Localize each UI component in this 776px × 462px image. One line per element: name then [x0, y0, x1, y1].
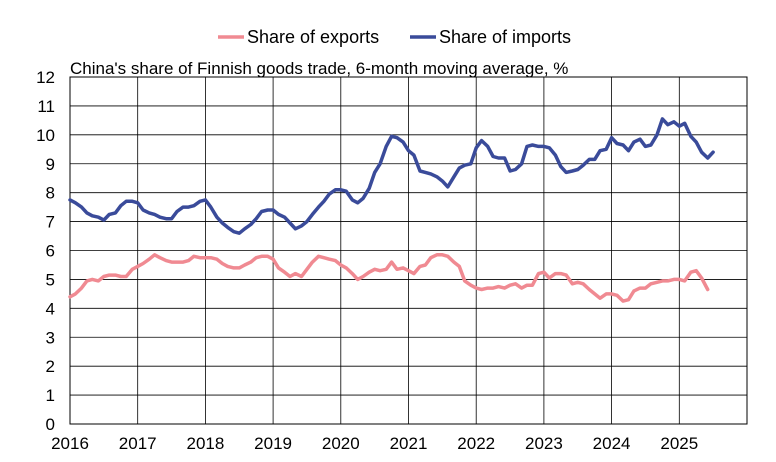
y-tick-label: 9	[46, 155, 55, 174]
x-tick-label: 2020	[322, 434, 360, 453]
y-tick-label: 11	[37, 97, 55, 116]
grid-lines	[69, 76, 748, 425]
x-tick-label: 2017	[119, 434, 157, 453]
y-tick-label: 12	[36, 68, 55, 87]
y-tick-label: 1	[46, 386, 55, 405]
y-tick-label: 8	[46, 184, 55, 203]
y-tick-label: 0	[46, 415, 55, 434]
y-tick-label: 5	[46, 270, 55, 289]
x-tick-label: 2016	[51, 434, 89, 453]
x-tick-label: 2022	[457, 434, 495, 453]
x-tick-label: 2018	[186, 434, 224, 453]
y-tick-label: 4	[46, 299, 55, 318]
plot-area-frame	[69, 76, 748, 425]
x-tick-label: 2023	[525, 434, 563, 453]
y-tick-label: 2	[46, 357, 55, 376]
x-tick-label: 2024	[593, 434, 631, 453]
y-tick-label: 6	[46, 242, 55, 261]
y-tick-label: 10	[36, 126, 55, 145]
series-layer	[68, 117, 715, 303]
x-tick-label: 2019	[254, 434, 292, 453]
x-tick-label: 2021	[390, 434, 428, 453]
x-tick-label: 2025	[660, 434, 698, 453]
legend-label-exports: Share of exports	[247, 27, 379, 47]
chart-title: China's share of Finnish goods trade, 6-…	[70, 59, 568, 78]
legend: Share of exports Share of imports	[218, 27, 571, 47]
x-axis: 2016 2017 2018 2019 2020 2021 2022 2023 2024 2025	[51, 434, 698, 453]
y-tick-label: 3	[46, 328, 55, 347]
series-line-exports	[68, 253, 710, 303]
y-tick-label: 7	[46, 213, 55, 232]
legend-label-imports: Share of imports	[439, 27, 571, 47]
series-line-imports	[68, 117, 715, 235]
